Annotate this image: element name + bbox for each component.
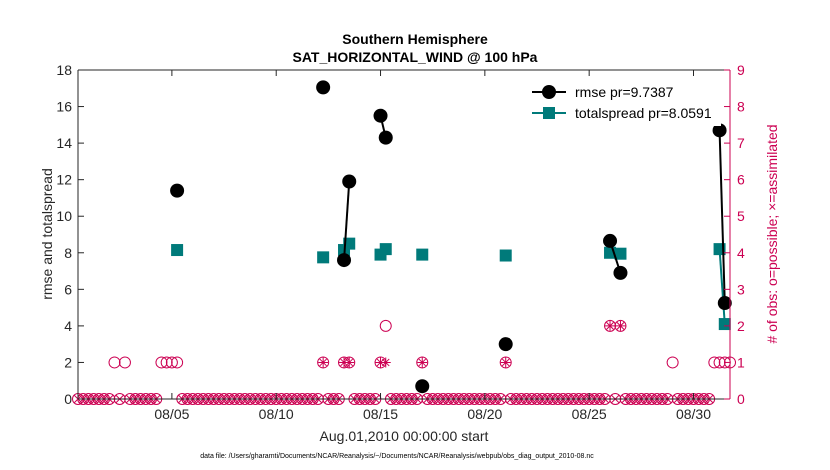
x-tick-label: 08/30 — [676, 406, 711, 422]
chart-subtitle: SAT_HORIZONTAL_WIND @ 100 hPa — [293, 49, 538, 65]
y-tick-label: 16 — [56, 99, 72, 115]
rmse-line — [343, 181, 351, 261]
obs-assimilated-marker — [375, 357, 386, 368]
data-file-footnote: data file: /Users/gharamti/Documents/NCA… — [200, 453, 594, 460]
totalspread-point — [499, 249, 512, 262]
totalspread-point — [171, 244, 184, 257]
y-tick-label: 10 — [56, 208, 72, 224]
obs-assimilated-marker — [500, 357, 511, 368]
obs-assimilated-marker — [318, 357, 329, 368]
obs-possible-marker — [108, 356, 121, 369]
totalspread-point — [614, 247, 627, 260]
y-right-tick-label: 8 — [737, 99, 745, 115]
rmse-point — [316, 80, 331, 95]
obs-possible-marker — [171, 356, 184, 369]
rmse-point — [337, 253, 352, 268]
rmse-point — [603, 233, 618, 248]
legend-rmse-label: rmse pr=9.7387 — [575, 84, 674, 100]
obs-possible-marker — [165, 356, 178, 369]
y-right-tick-label: 5 — [737, 208, 745, 224]
x-tick-label: 08/15 — [363, 406, 398, 422]
rmse-point — [613, 265, 628, 280]
legend-box — [526, 78, 721, 126]
x-tick-label: 08/05 — [154, 406, 189, 422]
rmse-point — [498, 337, 513, 352]
y-axis-right-label: # of obs: o=possible; ×=assimilated — [764, 124, 780, 343]
rmse-point — [378, 130, 393, 145]
obs-assimilated-marker — [380, 357, 391, 368]
obs-possible-marker — [708, 356, 721, 369]
y-tick-label: 8 — [64, 245, 72, 261]
legend: rmse pr=9.7387 totalspread pr=8.0591 — [526, 78, 721, 126]
chart-title: Southern Hemisphere — [342, 31, 488, 47]
legend-rmse-marker — [542, 85, 556, 99]
y-tick-label: 2 — [64, 354, 72, 370]
obs-possible-marker — [160, 356, 173, 369]
y-tick-label: 14 — [56, 135, 72, 151]
obs-assimilated-marker — [605, 320, 616, 331]
rmse-line — [718, 130, 726, 304]
tick-layer: 08/05 08/10 08/15 08/20 08/25 08/300246810121… — [56, 62, 745, 422]
y-tick-label: 18 — [56, 62, 72, 78]
totalspread-line — [718, 249, 726, 325]
y-right-tick-label: 9 — [737, 62, 745, 78]
y-right-tick-label: 0 — [737, 391, 745, 407]
legend-spread-label: totalspread pr=8.0591 — [575, 105, 712, 121]
y-right-tick-label: 1 — [737, 354, 745, 370]
y-right-tick-label: 4 — [737, 245, 745, 261]
y-axis-label: rmse and totalspread — [39, 168, 55, 300]
x-tick-label: 08/25 — [572, 406, 607, 422]
rmse-point — [170, 183, 185, 198]
rmse-point — [415, 379, 430, 394]
series-layer — [170, 80, 732, 394]
totalspread-point — [379, 243, 392, 256]
y-right-tick-label: 3 — [737, 281, 745, 297]
rmse-point — [717, 296, 732, 311]
obs-possible-marker — [155, 356, 168, 369]
rmse-point — [373, 108, 388, 123]
obs-assimilated-marker — [615, 320, 626, 331]
rmse-point — [342, 174, 357, 189]
y-right-tick-label: 6 — [737, 172, 745, 188]
obs-assimilated-marker — [344, 357, 355, 368]
obs-assimilated-marker — [417, 357, 428, 368]
y-tick-label: 0 — [64, 391, 72, 407]
totalspread-point — [718, 318, 731, 331]
obs-possible-marker — [317, 356, 330, 369]
x-tick-label: 08/10 — [259, 406, 294, 422]
y-tick-label: 4 — [64, 318, 72, 334]
obs-possible-marker — [118, 356, 131, 369]
obs-possible-marker — [666, 356, 679, 369]
obs-possible-marker — [416, 356, 429, 369]
x-tick-label: 08/20 — [467, 406, 502, 422]
legend-spread-marker — [543, 107, 555, 119]
totalspread-point — [416, 248, 429, 261]
obs-possible-marker — [499, 356, 512, 369]
axes-layer — [77, 69, 731, 400]
obs-assimilated-marker — [339, 357, 350, 368]
obs-possible-marker — [379, 319, 392, 332]
totalspread-point — [317, 251, 330, 264]
x-axis-label: Aug.01,2010 00:00:00 start — [320, 428, 489, 444]
rmse-point — [712, 123, 727, 138]
y-tick-label: 12 — [56, 172, 72, 188]
y-right-tick-label: 2 — [737, 318, 745, 334]
y-tick-label: 6 — [64, 281, 72, 297]
y-right-tick-label: 7 — [737, 135, 745, 151]
